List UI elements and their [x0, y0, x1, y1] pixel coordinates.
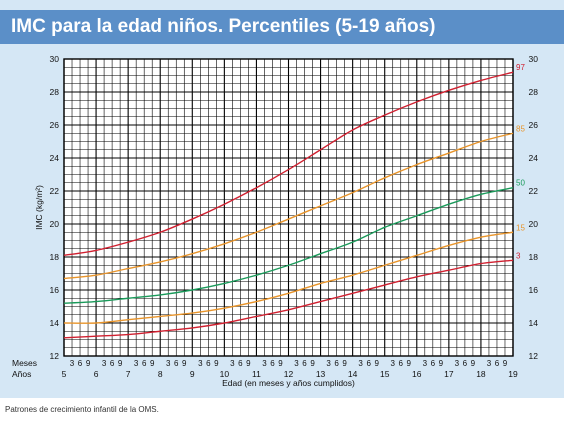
year-tick-label: 15	[380, 369, 390, 379]
percentile-85-label: 85	[516, 124, 525, 133]
month-tick-label: 6	[142, 359, 147, 368]
month-tick-label: 6	[174, 359, 179, 368]
month-tick-label: 6	[334, 359, 339, 368]
years-row-label: Años	[12, 369, 31, 379]
y-tick-label-left: 14	[50, 318, 60, 328]
month-tick-label: 3	[455, 359, 460, 368]
y-tick-label-left: 24	[50, 153, 60, 163]
month-tick-label: 6	[110, 359, 115, 368]
month-tick-label: 9	[118, 359, 123, 368]
year-tick-label: 17	[444, 369, 454, 379]
y-tick-label-right: 20	[529, 219, 539, 229]
y-tick-label-right: 14	[529, 318, 539, 328]
year-tick-label: 6	[94, 369, 99, 379]
month-tick-label: 3	[70, 359, 75, 368]
percentile-97-label: 97	[516, 63, 525, 72]
month-tick-label: 3	[102, 359, 107, 368]
month-tick-label: 6	[78, 359, 83, 368]
y-tick-label-right: 30	[529, 54, 539, 64]
year-tick-label: 18	[476, 369, 486, 379]
month-tick-label: 9	[182, 359, 187, 368]
year-tick-label: 5	[62, 369, 67, 379]
month-tick-label: 6	[495, 359, 500, 368]
y-tick-label-left: 26	[50, 120, 60, 130]
y-tick-label-left: 20	[50, 219, 60, 229]
y-axis-label: IMC (kg/m²)	[34, 185, 44, 230]
y-tick-label-right: 26	[529, 120, 539, 130]
month-tick-label: 9	[246, 359, 251, 368]
y-tick-label-left: 18	[50, 252, 60, 262]
month-tick-label: 9	[342, 359, 347, 368]
month-tick-label: 6	[238, 359, 243, 368]
month-tick-label: 3	[294, 359, 299, 368]
months-row-label: Meses	[12, 358, 37, 368]
year-tick-label: 16	[412, 369, 422, 379]
month-tick-label: 9	[471, 359, 476, 368]
footer-note: Patrones de crecimiento infantil de la O…	[5, 405, 159, 414]
year-tick-label: 7	[126, 369, 131, 379]
month-tick-label: 9	[503, 359, 508, 368]
x-axis-label: Edad (en meses y años cumplidos)	[222, 378, 355, 388]
month-tick-label: 9	[278, 359, 283, 368]
y-tick-label-left: 30	[50, 54, 60, 64]
y-tick-label-left: 12	[50, 351, 60, 361]
y-tick-label-right: 18	[529, 252, 539, 262]
y-tick-label-right: 24	[529, 153, 539, 163]
month-tick-label: 3	[358, 359, 363, 368]
month-tick-label: 3	[391, 359, 396, 368]
month-tick-label: 3	[487, 359, 492, 368]
month-tick-label: 9	[439, 359, 444, 368]
y-tick-label-right: 16	[529, 285, 539, 295]
month-tick-label: 9	[214, 359, 219, 368]
month-tick-label: 9	[374, 359, 379, 368]
year-tick-label: 19	[508, 369, 518, 379]
percentile-15-label: 15	[516, 223, 525, 232]
year-tick-label: 8	[158, 369, 163, 379]
month-tick-label: 3	[166, 359, 171, 368]
y-tick-label-right: 22	[529, 186, 539, 196]
percentile-50-label: 50	[516, 179, 525, 188]
month-tick-label: 6	[366, 359, 371, 368]
month-tick-label: 3	[198, 359, 203, 368]
bmi-chart: 12 12 14 14 16 16 18 18 20 20 22 22 24 24 26 26 28 28 30 30…	[0, 0, 564, 398]
percentile-3-label: 3	[516, 251, 521, 260]
y-tick-label-right: 12	[529, 351, 539, 361]
month-tick-label: 3	[262, 359, 267, 368]
month-tick-label: 6	[302, 359, 307, 368]
month-tick-label: 6	[431, 359, 436, 368]
month-tick-label: 6	[399, 359, 404, 368]
y-tick-label-right: 28	[529, 87, 539, 97]
month-tick-label: 9	[407, 359, 412, 368]
year-tick-label: 9	[190, 369, 195, 379]
y-tick-label-left: 16	[50, 285, 60, 295]
month-tick-label: 3	[423, 359, 428, 368]
month-tick-label: 9	[86, 359, 91, 368]
month-tick-label: 9	[150, 359, 155, 368]
y-tick-label-left: 28	[50, 87, 60, 97]
month-tick-label: 3	[230, 359, 235, 368]
month-tick-label: 9	[310, 359, 315, 368]
month-tick-label: 6	[206, 359, 211, 368]
y-tick-label-left: 22	[50, 186, 60, 196]
month-tick-label: 6	[463, 359, 468, 368]
month-tick-label: 3	[326, 359, 331, 368]
month-tick-label: 6	[270, 359, 275, 368]
month-tick-label: 3	[134, 359, 139, 368]
